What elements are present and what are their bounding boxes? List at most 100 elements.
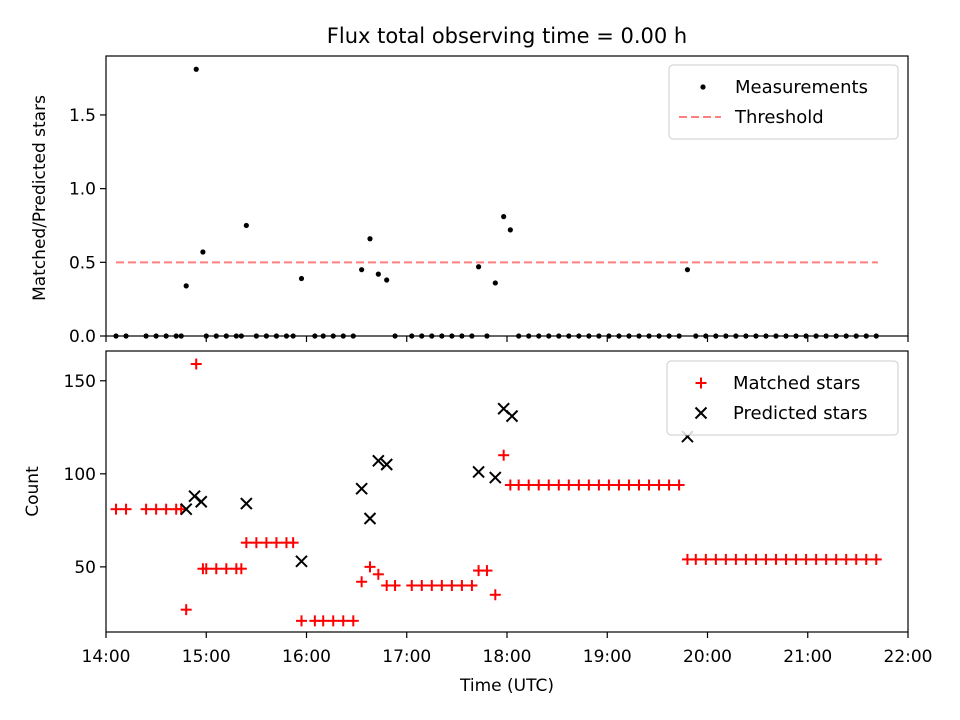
matched-star-point <box>613 479 625 491</box>
matched-star-point <box>740 553 752 565</box>
legend-label: Measurements <box>735 77 868 98</box>
matched-star-point <box>860 553 872 565</box>
matched-star-point <box>416 579 428 591</box>
measurement-point <box>367 236 373 242</box>
bottom-y-tick-label: 50 <box>74 558 96 578</box>
bottom-panel: 50 100 150 14:00 15:00 16:00 17:00 18:00 19:00 20… <box>23 350 933 696</box>
matched-star-point <box>653 479 665 491</box>
matched-star-point <box>513 479 525 491</box>
matched-star-point <box>356 576 368 588</box>
matched-star-point <box>220 563 232 575</box>
top-legend: Measurements Threshold <box>668 64 899 140</box>
matched-star-point <box>583 479 595 491</box>
legend-marker-matched <box>695 377 707 389</box>
matched-star-point <box>240 537 252 549</box>
matched-star-point <box>235 563 247 575</box>
matched-star-point <box>830 553 842 565</box>
matched-star-point <box>593 479 605 491</box>
predicted-star-point <box>380 458 393 471</box>
matched-star-point <box>643 479 655 491</box>
legend-label: Matched stars <box>733 373 860 394</box>
bottom-y-axis-label: Count <box>23 466 43 517</box>
measurement-point <box>507 227 513 233</box>
bottom-axes-ticks: 50 100 150 14:00 15:00 16:00 17:00 18:00 19:00 20… <box>64 372 933 667</box>
matched-star-point <box>760 553 772 565</box>
matched-star-point <box>436 579 448 591</box>
top-y-tick-label: 0.0 <box>69 327 96 347</box>
matched-star-point <box>466 579 478 591</box>
top-y-axis-label: Matched/Predicted stars <box>30 95 50 301</box>
matched-star-point <box>347 615 359 627</box>
matched-star-point <box>543 479 555 491</box>
x-tick-label: 14:00 <box>82 647 131 667</box>
matched-star-point <box>750 553 762 565</box>
measurement-point <box>475 264 482 270</box>
predicted-star-point <box>355 482 368 495</box>
matched-star-point <box>563 479 575 491</box>
measurement-point <box>384 277 390 283</box>
predicted-star-point <box>372 454 385 468</box>
matched-star-point <box>180 604 192 616</box>
matched-star-point <box>770 553 782 565</box>
matched-star-point <box>327 615 339 627</box>
predicted-star-point <box>195 495 208 508</box>
bottom-legend: Matched stars Predicted stars <box>666 360 899 436</box>
x-tick-label: 19:00 <box>583 647 632 667</box>
matched-star-point <box>623 479 635 491</box>
matched-star-point <box>523 479 535 491</box>
matched-star-point <box>372 568 384 580</box>
legend-box <box>668 64 899 140</box>
matched-star-point <box>337 615 349 627</box>
top-y-tick-label: 1.0 <box>69 180 96 200</box>
legend-marker-predicted <box>694 406 708 420</box>
measurement-point <box>298 275 305 282</box>
matched-star-point <box>364 561 376 573</box>
bottom-y-tick-label: 150 <box>64 372 96 392</box>
matched-star-point <box>287 537 299 549</box>
matched-star-point <box>190 358 202 370</box>
matched-star-point <box>295 615 307 627</box>
matched-star-point <box>481 565 493 577</box>
matched-star-point <box>260 537 272 549</box>
x-tick-label: 20:00 <box>683 647 732 667</box>
predicted-star-point <box>505 409 519 423</box>
matched-star-point <box>140 503 152 515</box>
measurement-point <box>684 267 691 273</box>
matched-star-point <box>663 479 675 491</box>
matched-star-point <box>389 579 401 591</box>
matched-star-point <box>110 503 122 515</box>
x-tick-label: 17:00 <box>382 647 431 667</box>
matched-star-point <box>426 579 438 591</box>
matched-star-point <box>810 553 822 565</box>
x-tick-label: 15:00 <box>182 647 231 667</box>
matched-star-point <box>603 479 615 491</box>
matched-star-point <box>700 553 712 565</box>
x-tick-label: 16:00 <box>282 647 331 667</box>
x-tick-label: 22:00 <box>884 647 933 667</box>
matched-star-point <box>250 537 262 549</box>
top-y-tick-label: 0.5 <box>69 253 96 273</box>
matched-star-point <box>533 479 545 491</box>
top-axes-ticks: 0.0 0.5 1.0 1.5 <box>69 106 909 347</box>
measurement-point <box>193 66 199 72</box>
matched-star-point <box>553 479 565 491</box>
predicted-star-point <box>489 471 502 484</box>
legend-label: Predicted stars <box>733 403 867 424</box>
matched-star-point <box>456 579 468 591</box>
matched-star-point <box>498 449 510 461</box>
measurement-point <box>183 283 189 289</box>
x-axis-label: Time (UTC) <box>459 676 554 696</box>
x-tick-label: 18:00 <box>483 647 532 667</box>
matched-star-point <box>160 503 172 515</box>
matched-star-point <box>720 553 732 565</box>
bottom-y-tick-label: 100 <box>64 465 96 485</box>
matched-star-point <box>820 553 832 565</box>
chart-title: Flux total observing time = 0.00 h <box>327 24 687 48</box>
matched-star-point <box>790 553 802 565</box>
matched-star-point <box>730 553 742 565</box>
measurement-point <box>200 249 206 255</box>
matched-star-point <box>850 553 862 565</box>
measurement-point <box>501 214 507 220</box>
measurement-point <box>375 271 381 277</box>
matched-star-point <box>870 553 882 565</box>
